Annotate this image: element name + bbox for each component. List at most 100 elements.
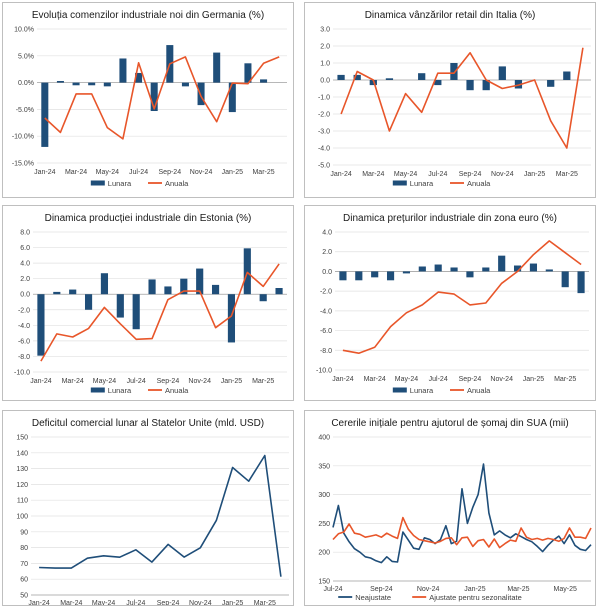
y-tick-label: 110 xyxy=(17,498,28,505)
y-tick-label: -2.0 xyxy=(320,289,332,296)
legend-label: Lunara xyxy=(410,179,434,188)
bar-mark xyxy=(88,82,96,86)
x-tick-label: Nov-24 xyxy=(189,600,212,605)
x-tick-label: Sep-24 xyxy=(157,378,180,385)
y-tick-label: -4.0 xyxy=(18,323,30,330)
x-tick-label: Jan-25 xyxy=(524,171,546,178)
bar-mark xyxy=(482,267,490,272)
bar-mark xyxy=(353,74,361,80)
chart-svg: Dinamica vânzărilor retail din Italia (%… xyxy=(318,10,591,188)
y-tick-label: 150 xyxy=(16,435,28,442)
legend-label: Anuala xyxy=(467,179,491,188)
bar-mark xyxy=(466,271,474,278)
bar-mark xyxy=(228,82,236,113)
y-tick-label: 6.0 xyxy=(20,245,30,252)
bar-mark xyxy=(100,273,109,295)
bar-mark xyxy=(275,288,283,295)
x-tick-label: Sep-24 xyxy=(459,376,482,383)
y-tick-label: 5.0% xyxy=(18,53,34,60)
y-tick-label: -2.0 xyxy=(18,307,30,314)
bar-mark xyxy=(84,294,93,310)
y-tick-label: 0.0 xyxy=(20,292,30,299)
chart-panel-us-jobless-claims: Cererile inițiale pentru ajutorul de șom… xyxy=(304,410,596,606)
bar-mark xyxy=(164,286,172,295)
chart-svg: Dinamica prețurilor industriale din zona… xyxy=(316,213,589,395)
y-tick-label: 140 xyxy=(16,450,28,457)
bar-mark xyxy=(529,263,538,272)
bar-mark xyxy=(211,284,220,295)
series-line-deficit xyxy=(39,454,282,577)
y-tick-label: 250 xyxy=(318,521,330,528)
x-tick-label: May-24 xyxy=(394,171,417,178)
y-tick-label: -8.0 xyxy=(18,354,30,361)
y-tick-label: -2.0 xyxy=(318,112,330,119)
x-tick-label: Mar-25 xyxy=(254,600,276,605)
y-tick-label: 130 xyxy=(16,466,28,473)
y-tick-label: 3.0 xyxy=(320,27,330,34)
x-tick-label: Jan-24 xyxy=(332,376,354,383)
x-tick-label: Sep-24 xyxy=(157,600,180,605)
series-line-anuala xyxy=(342,240,582,354)
legend-swatch xyxy=(392,180,407,186)
chart-panel-eurozone-prices: Dinamica prețurilor industriale din zona… xyxy=(304,205,596,401)
y-tick-label: 90 xyxy=(20,529,28,536)
y-tick-label: 8.0 xyxy=(20,230,30,237)
x-tick-label: Mar-24 xyxy=(60,600,82,605)
y-tick-label: 350 xyxy=(318,463,330,470)
bar-mark xyxy=(37,294,45,356)
y-tick-label: -10.0% xyxy=(12,134,34,141)
x-tick-label: Jan-24 xyxy=(30,378,52,385)
bar-mark xyxy=(119,58,127,83)
y-tick-label: 100 xyxy=(16,514,28,521)
x-tick-label: May-25 xyxy=(554,586,577,593)
bar-mark xyxy=(53,291,61,295)
chart-title: Evoluția comenzilor industriale noi din … xyxy=(32,10,264,21)
legend-swatch xyxy=(392,387,407,393)
chart-panel-us-trade-deficit: Deficitul comercial lunar al Statelor Un… xyxy=(2,410,294,606)
x-tick-label: Jul-24 xyxy=(323,586,342,593)
legend-label: Anuala xyxy=(467,386,491,395)
x-tick-label: Mar-25 xyxy=(507,586,529,593)
legend-label: Neajustate xyxy=(355,593,391,602)
bar-mark xyxy=(577,271,585,294)
legend-label: Lunara xyxy=(108,179,132,188)
bar-mark xyxy=(180,278,188,295)
bar-mark xyxy=(337,74,345,80)
chart-svg: Dinamica producției industriale din Esto… xyxy=(14,213,287,395)
bar-mark xyxy=(243,248,251,295)
x-tick-label: Mar-24 xyxy=(65,169,87,176)
y-tick-label: -6.0 xyxy=(320,328,332,335)
bar-mark xyxy=(355,271,363,281)
chart-svg: Deficitul comercial lunar al Statelor Un… xyxy=(16,418,289,605)
chart-svg: Evoluția comenzilor industriale noi din … xyxy=(12,10,287,188)
x-tick-label: Mar-25 xyxy=(556,171,578,178)
bar-mark xyxy=(339,271,347,281)
bar-mark xyxy=(371,271,379,278)
chart-title: Dinamica prețurilor industriale din zona… xyxy=(343,213,557,224)
bar-mark xyxy=(547,80,555,87)
bar-mark xyxy=(498,255,506,272)
series-line-anuala xyxy=(44,56,280,140)
legend-label: Anuala xyxy=(165,386,189,395)
x-tick-label: Mar-24 xyxy=(362,171,384,178)
y-tick-label: -15.0% xyxy=(12,161,34,168)
x-tick-label: Nov-24 xyxy=(417,586,440,593)
bar-mark xyxy=(227,294,236,343)
legend-swatch xyxy=(90,387,105,393)
y-tick-label: 50 xyxy=(20,593,28,600)
bar-mark xyxy=(135,72,143,83)
bar-mark xyxy=(41,82,49,147)
y-tick-label: -4.0 xyxy=(318,146,330,153)
y-tick-label: 70 xyxy=(20,561,28,568)
chart-title: Dinamica vânzărilor retail din Italia (%… xyxy=(365,10,536,21)
x-tick-label: Jan-25 xyxy=(222,169,244,176)
bar-mark xyxy=(196,268,204,295)
legend-swatch xyxy=(90,180,105,186)
bar-mark xyxy=(213,52,221,83)
y-tick-label: -6.0 xyxy=(18,338,30,345)
x-tick-label: Jul-24 xyxy=(429,376,448,383)
x-tick-label: Jan-24 xyxy=(28,600,50,605)
y-tick-label: 300 xyxy=(318,492,330,499)
bar-mark xyxy=(244,63,252,83)
x-tick-label: Sep-24 xyxy=(370,586,393,593)
